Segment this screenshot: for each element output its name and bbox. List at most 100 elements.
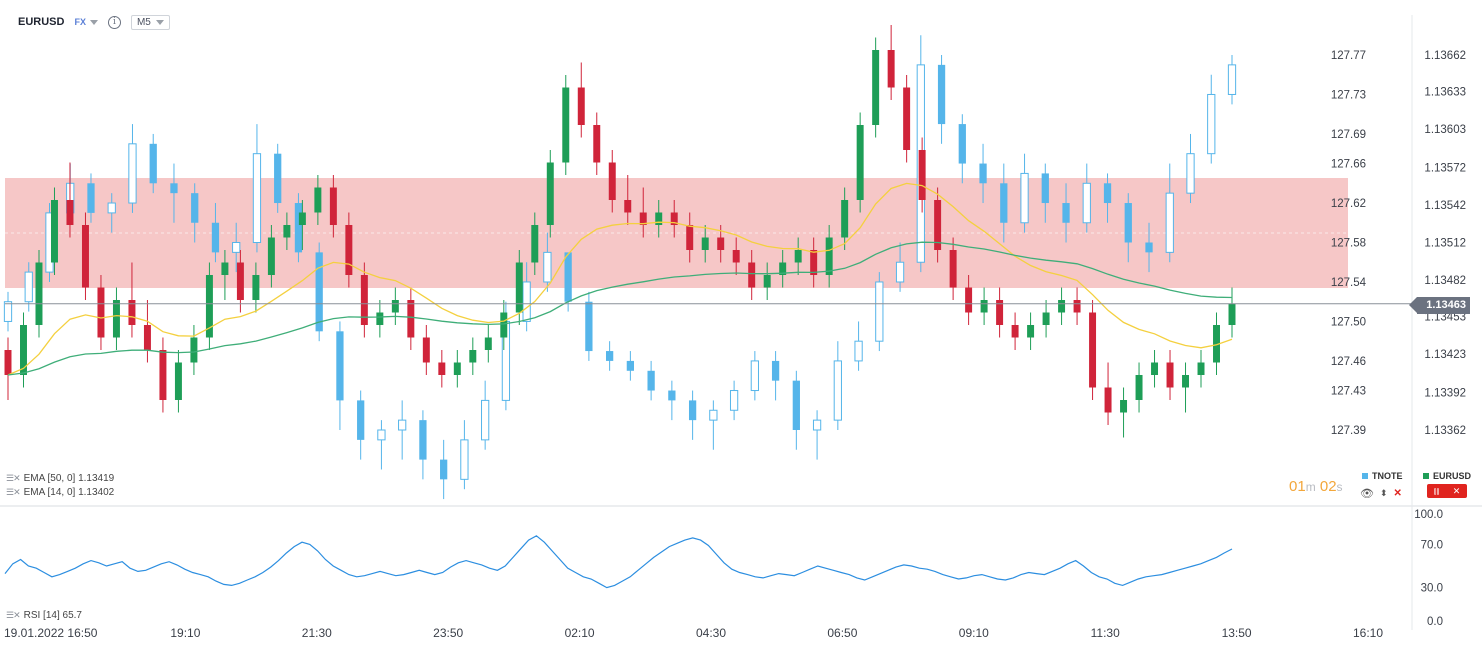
tnote-candle: [875, 281, 884, 342]
x-axis-tick: 19.01.2022 16:50: [4, 626, 98, 640]
close-icon[interactable]: ✕: [1452, 485, 1461, 496]
tnote-candle: [709, 409, 718, 421]
tnote-candle: [1020, 172, 1029, 224]
eurusd-axis-tick: 1.13633: [1424, 86, 1466, 98]
tnote-candle: [812, 419, 822, 431]
x-axis-tick: 23:50: [433, 626, 463, 640]
eurusd-candle: [221, 262, 229, 275]
series-controls: 👁 ⬍ ✕: [1360, 487, 1402, 500]
eurusd-candle: [887, 50, 895, 88]
eurusd-candle: [965, 287, 973, 313]
eurusd-candle: [112, 300, 120, 338]
timeframe-select[interactable]: M5: [130, 14, 170, 30]
close-icon[interactable]: ✕: [1393, 488, 1402, 499]
indicator-ema50[interactable]: ☰✕ EMA [50, 0] 1.13419: [6, 473, 114, 484]
eurusd-candle: [81, 225, 89, 288]
market-label: FX: [74, 17, 86, 27]
eurusd-series-controls[interactable]: ⫾⫾ ✕: [1427, 484, 1467, 498]
rsi-line: [4, 535, 1233, 589]
indicator-ema14[interactable]: ☰✕ EMA [14, 0] 1.13402: [6, 487, 114, 498]
legend-eurusd[interactable]: EURUSD: [1423, 471, 1471, 481]
eurusd-candle: [825, 237, 833, 275]
eye-icon[interactable]: 👁: [1360, 488, 1374, 500]
candles-icon[interactable]: ⫾⫾: [1433, 485, 1440, 496]
tnote-axis-tick: 127.73: [1331, 89, 1366, 101]
eurusd-candle: [701, 237, 709, 250]
eurusd-candle: [1228, 303, 1236, 325]
eurusd-axis-tick: 1.13572: [1424, 163, 1466, 175]
tnote-candle: [357, 400, 365, 440]
reorder-icon[interactable]: ⬍: [1379, 488, 1388, 498]
ema50-line: [7, 241, 1233, 376]
eurusd-candle: [1120, 400, 1128, 413]
tnote-candle: [1124, 203, 1132, 243]
eurusd-candle: [531, 225, 539, 263]
tnote-axis-tick: 127.62: [1331, 198, 1366, 210]
eurusd-candle: [128, 300, 136, 325]
eurusd-candle: [670, 212, 678, 225]
tnote-candle: [585, 301, 593, 352]
eurusd-candle: [624, 200, 632, 213]
resistance-zone: [5, 178, 1348, 288]
legend-swatch: [1362, 473, 1368, 479]
x-axis-tick: 21:30: [302, 626, 332, 640]
tnote-candle: [377, 429, 386, 441]
tnote-candle: [315, 252, 323, 332]
symbol-dropdown-icon[interactable]: [89, 19, 98, 25]
timer-min: 01: [1289, 478, 1306, 495]
legend-tnote[interactable]: TNOTE: [1362, 471, 1403, 481]
eurusd-candle: [97, 287, 105, 338]
eurusd-candle: [4, 350, 12, 375]
rsi-panel: 100.0 70.0 30.0 0.0: [4, 509, 1443, 628]
settings-icon[interactable]: ☰✕: [6, 610, 21, 620]
tnote-candle: [252, 153, 262, 243]
rsi-axis-tick: 70.0: [1421, 539, 1443, 551]
eurusd-candle: [872, 50, 880, 125]
indicator-ema50-label: EMA [50, 0] 1.13419: [23, 473, 115, 484]
tnote-axis-tick: 127.66: [1331, 159, 1366, 171]
eurusd-candle: [1166, 362, 1174, 388]
eurusd-candle: [593, 125, 601, 163]
tnote-candle: [792, 380, 800, 430]
rsi-axis-tick: 30.0: [1421, 583, 1443, 595]
eurusd-candle: [903, 87, 911, 150]
settings-icon[interactable]: ☰✕: [6, 473, 21, 483]
tnote-candle: [128, 143, 137, 204]
eurusd-candle: [360, 275, 368, 325]
settings-icon[interactable]: ☰✕: [6, 487, 21, 497]
eurusd-candle: [35, 262, 43, 325]
eurusd-candle: [283, 225, 291, 238]
eurusd-axis-tick: 1.13603: [1424, 124, 1466, 136]
x-axis-tick: 04:30: [696, 626, 726, 640]
eurusd-candle: [655, 212, 663, 225]
eurusd-candle: [686, 225, 694, 250]
eurusd-axis-tick: 1.13423: [1424, 349, 1466, 361]
eurusd-candle: [810, 250, 818, 275]
eurusd-candle: [314, 187, 322, 213]
eurusd-candle: [391, 300, 399, 313]
symbol-label[interactable]: EURUSD: [18, 16, 65, 28]
indicator-rsi[interactable]: ☰✕ RSI [14] 65.7: [6, 610, 82, 621]
eurusd-candle: [980, 300, 988, 313]
eurusd-axis-tick: 1.13512: [1424, 238, 1466, 250]
eurusd-candle: [1073, 300, 1081, 313]
eurusd-axis-tick: 1.13392: [1424, 388, 1466, 400]
tnote-candle: [1207, 93, 1216, 155]
chevron-down-icon: [155, 19, 164, 25]
ema14-line: [7, 182, 1233, 376]
eurusd-candle: [1213, 325, 1220, 363]
eurusd-candle: [407, 300, 415, 338]
eurusd-candle: [841, 200, 849, 238]
tnote-candle: [419, 420, 427, 460]
eurusd-candle: [934, 200, 942, 250]
tnote-axis-tick: 127.69: [1331, 129, 1366, 141]
info-icon[interactable]: i: [107, 15, 121, 29]
tnote-candle: [750, 360, 759, 392]
eurusd-candle: [1027, 325, 1035, 338]
tnote-candle: [460, 439, 469, 480]
tnote-axis-tick: 127.39: [1331, 425, 1366, 437]
eurusd-candle: [949, 250, 957, 288]
rsi-axis-tick: 100.0: [1414, 509, 1443, 521]
tnote-candle: [1103, 183, 1112, 204]
